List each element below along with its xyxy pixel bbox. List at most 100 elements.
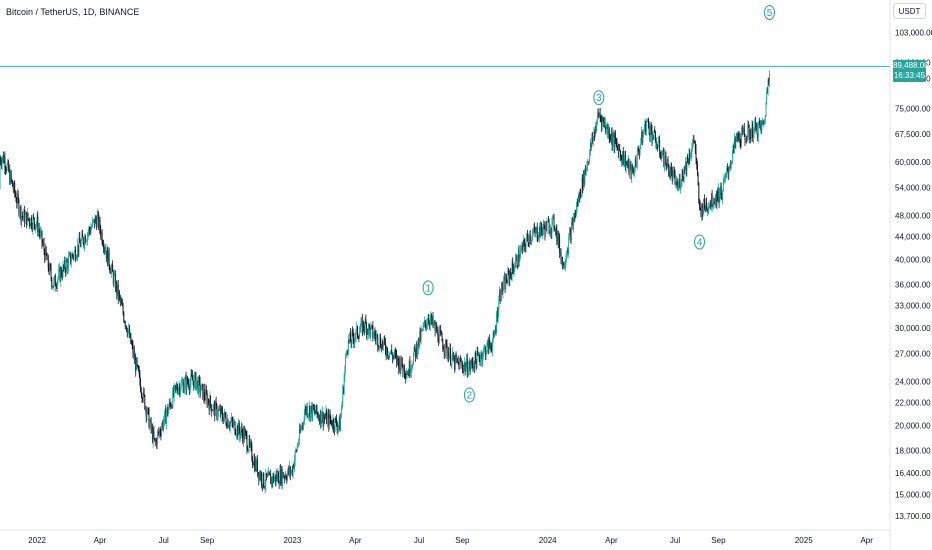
candle [589,138,591,156]
candle [561,256,563,266]
candle [710,199,712,210]
candle-body [130,333,132,344]
candle-body [220,407,222,417]
candle [49,260,51,276]
candle [163,411,165,427]
candle [282,469,284,489]
candle-body [699,205,701,209]
candle-body [592,136,594,142]
candle [564,261,565,270]
candle-body [716,191,718,205]
candle-body [319,418,321,424]
candle-body [49,264,51,274]
candle-body [38,228,40,232]
candle [189,386,191,396]
candle-body [156,439,158,445]
candle-body [579,189,581,199]
candle [401,357,403,368]
candle [715,190,717,209]
candle [35,225,37,233]
candle [173,383,175,403]
candle-body [479,358,481,362]
candle [275,474,277,487]
candle [1,157,3,171]
candle [52,283,53,290]
candle-body [576,201,578,208]
candle-body [366,329,368,336]
candle [81,230,83,242]
candle [142,397,144,403]
candle [467,371,469,378]
candle-body [458,361,460,370]
candle [716,191,718,210]
candle [226,413,228,430]
candle-body [205,389,207,394]
candle [156,428,158,450]
candle [69,250,71,256]
candle-body [83,243,85,246]
candle-body [194,373,196,376]
candle [29,222,31,226]
candle-body [627,158,629,165]
candle [522,234,524,253]
candle-body [614,135,616,148]
candle-body [282,472,284,478]
symbol-title[interactable]: Bitcoin / TetherUS, 1D, BINANCE [6,7,140,17]
candle [331,419,333,430]
candle-body [168,402,170,409]
candle-body [486,343,488,353]
candle-body [17,194,18,204]
candle [513,265,515,277]
candle [8,167,10,174]
candle-body [539,227,541,237]
candle [196,380,198,389]
candle-body [506,282,508,284]
candle-body [410,366,412,373]
candle [62,260,64,279]
candle-body [729,163,731,169]
candle-body [9,169,11,184]
candle [674,169,676,186]
candle [162,419,164,431]
candle [622,146,624,166]
candle [405,368,407,380]
candle-body [159,430,160,434]
candle [672,169,674,182]
candle-body [420,330,422,341]
candle-body [134,357,136,360]
candle-body [618,149,620,157]
currency-button[interactable]: USDT [893,3,926,19]
candle-body [620,155,622,157]
candle-body [326,415,328,424]
candle-body [685,161,687,172]
candle [284,470,286,481]
candle-body [587,161,589,163]
candle [13,180,15,193]
candle [514,261,516,272]
candle [734,135,736,149]
candle-body [542,228,544,235]
candle [308,400,310,418]
candle-body [215,401,217,405]
candle [193,380,195,391]
wave-label-circle [463,387,475,403]
candle-body [303,415,305,425]
candle-body [135,357,137,371]
candle [219,404,221,412]
candle [44,248,46,263]
candle-body [535,228,537,234]
candle [738,130,740,144]
candle-body [322,411,323,421]
candle-body [459,360,461,370]
candle [332,414,334,432]
candle-body [454,355,456,369]
candle-body [332,419,334,428]
candle-body [18,199,20,215]
candle [183,383,185,393]
candle-body [496,312,498,321]
candle-body [433,323,435,325]
candle-body [147,408,149,414]
candle-body [15,195,17,202]
candle-body [512,268,514,274]
